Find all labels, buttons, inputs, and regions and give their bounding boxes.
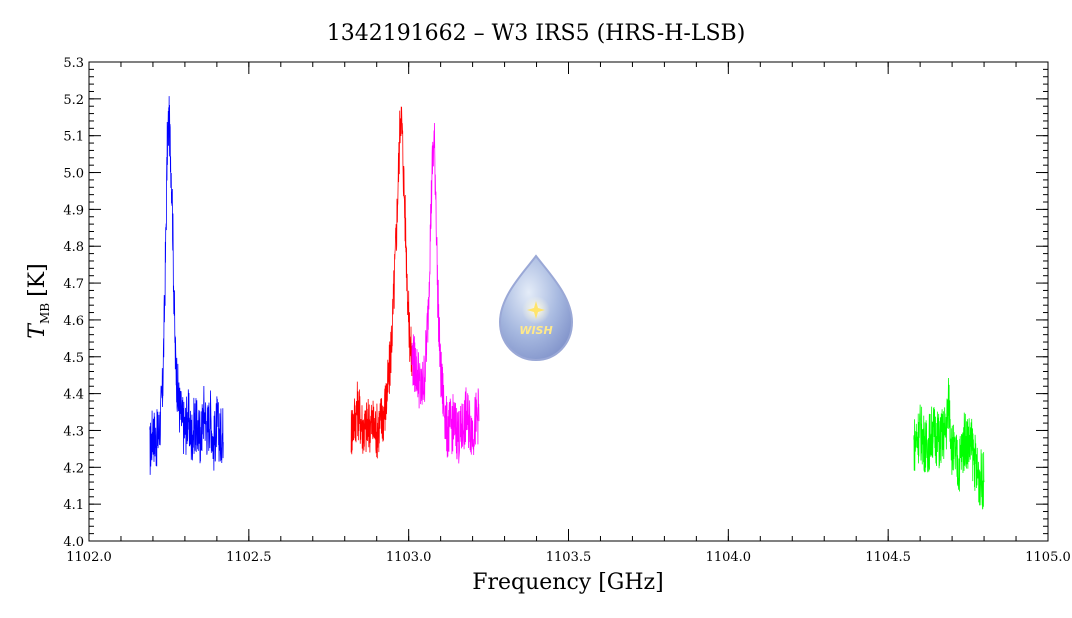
star-icon [527,301,545,319]
y-tick-label: 5.1 [63,130,84,145]
y-tick-label: 4.9 [63,203,84,218]
chart-title: 1342191662 – W3 IRS5 (HRS-H-LSB) [327,21,746,46]
y-tick-label: 4.5 [63,351,84,366]
y-tick-label: 5.2 [63,93,84,108]
x-tick-label: 1102.0 [66,550,112,565]
y-tick-label: 4.0 [63,535,84,550]
series-line-3 [411,123,480,464]
x-tick-label: 1103.0 [386,550,432,565]
y-tick-label: 4.7 [63,277,84,292]
series-layer [149,96,985,510]
y-tick-label: 4.6 [63,314,84,329]
y-tick-label: 4.3 [63,424,84,439]
x-tick-label: 1104.5 [865,550,911,565]
x-tick-label: 1105.0 [1025,550,1071,565]
x-tick-label: 1104.0 [706,550,752,565]
y-axis-label-sub: MB [38,303,52,324]
wish-logo: WISH [498,254,574,362]
series-line-4 [913,378,985,510]
series-line-1 [149,96,224,475]
series-line-2 [350,106,413,459]
y-axis-label-unit: [K] [25,263,50,297]
x-tick-label: 1102.5 [226,550,272,565]
svg-text:TMB[K]: TMB [K] [25,263,52,338]
logo-text: WISH [519,324,552,337]
y-axis-label-main: T [25,322,50,339]
y-axis-label: TMB [K] [25,263,52,338]
y-tick-label: 5.0 [63,167,84,182]
y-tick-label: 4.4 [63,388,84,403]
y-tick-label: 4.2 [63,461,84,476]
y-tick-label: 5.3 [63,56,84,71]
x-axis-label: Frequency [GHz] [472,570,664,595]
y-axis: 4.0 4.1 4.2 4.3 4.4 4.5 4.6 4.7 4.8 4.9 5.0 5.1 5.2 5… [63,56,1048,550]
x-tick-label: 1103.5 [546,550,592,565]
y-tick-label: 4.8 [63,240,84,255]
y-tick-label: 4.1 [63,498,84,513]
x-axis: 1102.0 1102.5 1103.0 1103.5 1104.0 1104.5 1105… [66,62,1071,565]
